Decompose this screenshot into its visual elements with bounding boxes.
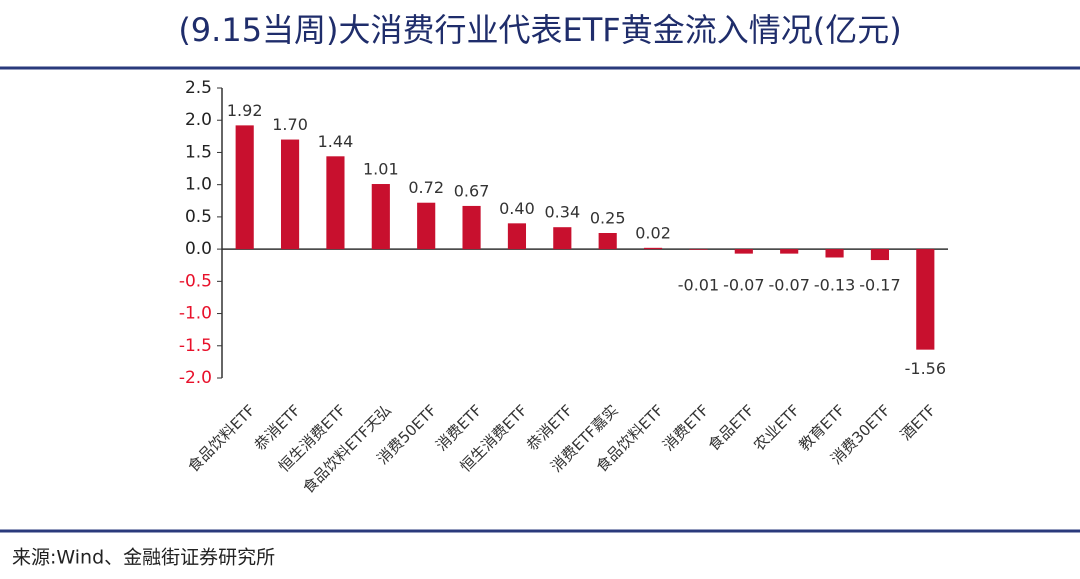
bar [462,205,481,250]
chart-title: (9.15当周)大消费行业代表ETF黄金流入情况(亿元) [178,11,901,49]
data-label: 1.70 [272,115,308,134]
bar [689,249,708,250]
bar [326,156,345,250]
y-tick-label: -2.0 [179,368,212,388]
bar [825,249,844,258]
bar [280,139,300,250]
bar [780,249,799,254]
data-label: 0.72 [408,178,444,197]
bar [734,249,753,254]
data-label: 0.34 [545,203,581,222]
y-tick-label: 1.0 [185,175,212,195]
data-label: 1.01 [363,160,399,179]
bar [553,227,572,250]
y-tick-label: 0.5 [185,207,212,227]
y-tick-label: -1.0 [179,304,212,324]
bar [916,249,935,350]
y-tick-label: -0.5 [179,271,212,291]
data-label: -0.07 [723,276,764,295]
data-label: -1.56 [905,359,946,378]
x-tick-label: 食品ETF [705,401,758,454]
y-tick-label: 2.0 [185,110,212,130]
bar [371,184,390,250]
data-label: -0.17 [859,276,900,295]
bar [235,125,254,250]
y-tick-label: 2.5 [185,78,212,98]
bar [643,247,663,250]
y-tick-label: 0.0 [185,239,212,259]
bar [870,249,890,261]
data-label: -0.07 [768,276,809,295]
data-label: 0.67 [454,181,490,200]
bar [417,202,436,250]
data-label: 0.25 [590,209,626,228]
x-tick-label: 农业ETF [750,401,803,454]
bar [507,223,527,250]
data-label: -0.01 [678,276,719,295]
x-tick-label: 酒ETF [897,401,940,444]
data-label: 1.44 [318,132,354,151]
source-note: 来源:Wind、金融街证券研究所 [12,547,275,569]
y-tick-label: -1.5 [179,336,212,356]
x-tick-label: 食品饮料ETF [184,401,258,475]
data-label: 0.40 [499,199,535,218]
x-tick-label: 消费ETF [659,401,712,454]
data-label: 0.02 [635,223,671,242]
bar [598,233,617,250]
data-label: -0.13 [814,276,855,295]
y-tick-label: 1.5 [185,142,212,162]
data-label: 1.92 [227,101,263,120]
